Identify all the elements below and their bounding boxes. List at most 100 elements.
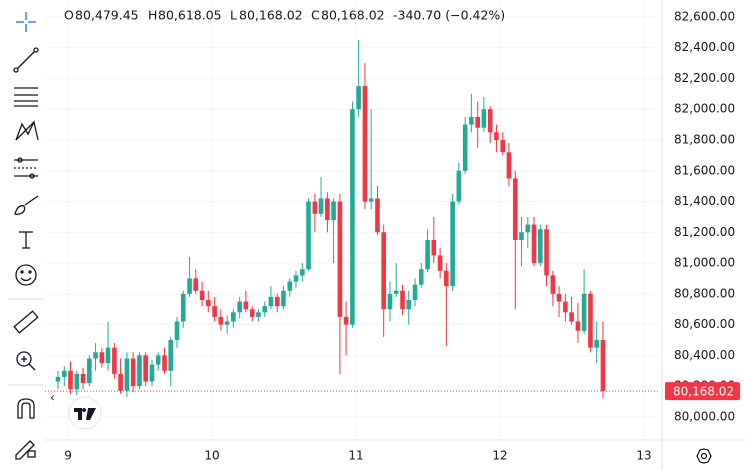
y-tick-label: 82,400.00 (674, 40, 735, 54)
candle-body (343, 316, 349, 325)
brush-tool[interactable] (14, 195, 39, 215)
y-tick-label: 82,600.00 (674, 9, 735, 23)
open-value: 80,479.45 (75, 8, 139, 23)
candle-body (262, 306, 268, 313)
candle-body (237, 301, 242, 313)
candle-body (506, 152, 512, 179)
candle-body (318, 198, 324, 214)
ohlc-legend: O 80,479.45 H 80,618.05 L 80,168.02 C 80… (64, 8, 505, 23)
candle-body (130, 358, 136, 387)
candle-body (87, 358, 92, 384)
zoom-tool[interactable] (16, 351, 36, 371)
candle-body (99, 352, 105, 364)
candle-body (381, 232, 386, 310)
x-tick-label: 11 (348, 449, 363, 463)
crosshair-tool[interactable] (16, 12, 36, 32)
y-tick-label: 81,200.00 (674, 225, 735, 239)
candle-body (425, 240, 430, 270)
candle-body (187, 278, 192, 294)
candle-body (437, 255, 443, 271)
candle-body (300, 269, 305, 276)
candle-body (393, 290, 399, 294)
y-tick-label: 81,600.00 (674, 163, 735, 177)
candle-body (193, 278, 199, 291)
high-label: H (148, 8, 157, 23)
candle-body (356, 86, 361, 110)
y-tick-label: 81,400.00 (674, 194, 735, 208)
prediction-tool[interactable] (14, 157, 38, 179)
y-tick-label: 81,800.00 (674, 133, 735, 147)
last-price-badge (665, 382, 740, 401)
candle-body (256, 312, 261, 317)
candle-body (155, 355, 161, 365)
high-value: 80,618.05 (158, 8, 222, 23)
candle-body (481, 109, 487, 128)
candle-body (105, 347, 111, 364)
y-tick-label: 80,800.00 (674, 286, 735, 300)
candle-body (487, 109, 493, 133)
x-tick-label: 10 (204, 449, 219, 463)
candle-body (93, 352, 98, 359)
candle-body (112, 347, 117, 374)
candle-body (137, 355, 142, 387)
x-tick-label: 9 (64, 449, 72, 463)
candle-body (556, 293, 562, 302)
candle-body (331, 201, 336, 220)
candle-body (375, 198, 380, 233)
y-tick-label: 82,000.00 (674, 102, 735, 116)
candle-body (243, 301, 249, 310)
candle-body (80, 373, 86, 384)
open-label: O (64, 8, 74, 23)
candle-body (143, 355, 148, 382)
candle-body (174, 321, 180, 340)
candle-body (519, 232, 524, 240)
trend-line-tool[interactable] (13, 47, 39, 73)
candle-body (387, 293, 393, 310)
candle-body (550, 275, 556, 294)
candle-body (162, 355, 167, 371)
fib-tool[interactable] (14, 87, 38, 107)
text-tool[interactable] (19, 231, 33, 249)
candle-body (149, 364, 155, 382)
candle-body (293, 275, 299, 282)
candle-body (512, 178, 518, 240)
candle-body (475, 116, 481, 128)
candle-body (469, 116, 474, 125)
x-tick-label: 13 (636, 449, 651, 463)
candle-body (199, 290, 205, 300)
settings-button[interactable] (696, 448, 712, 464)
candles (55, 40, 606, 399)
candle-body (205, 300, 211, 307)
emoji-tool[interactable] (15, 264, 37, 286)
candle-body (55, 376, 61, 382)
candle-body (575, 321, 581, 331)
candle-body (218, 316, 224, 325)
candle-body (287, 281, 293, 291)
candle-body (325, 198, 330, 220)
candle-body (406, 300, 412, 310)
candle-body (588, 293, 593, 348)
lock-drawing-tool[interactable] (15, 440, 36, 460)
candle-body (61, 370, 67, 377)
x-tick-label: 12 (492, 449, 507, 463)
collapse-arrow[interactable]: ‹ (50, 391, 55, 405)
candle-body (68, 370, 73, 390)
candle-body (224, 321, 230, 325)
pattern-tool[interactable] (15, 120, 39, 141)
candle-body (274, 296, 280, 307)
y-tick-label: 80,000.00 (674, 409, 735, 423)
candle-body (231, 312, 236, 322)
candle-body (500, 140, 506, 153)
change-value: -340.70 (−0.42%) (393, 8, 505, 23)
candle-body (431, 240, 437, 256)
candle-body (268, 296, 274, 307)
candle-body (444, 270, 449, 287)
candle-body (544, 229, 549, 276)
close-value: 80,168.02 (321, 8, 385, 23)
ruler-tool[interactable] (13, 310, 39, 334)
candle-body (74, 373, 80, 390)
y-tick-label: 80,600.00 (674, 317, 735, 331)
magnet-tool[interactable] (17, 398, 35, 419)
